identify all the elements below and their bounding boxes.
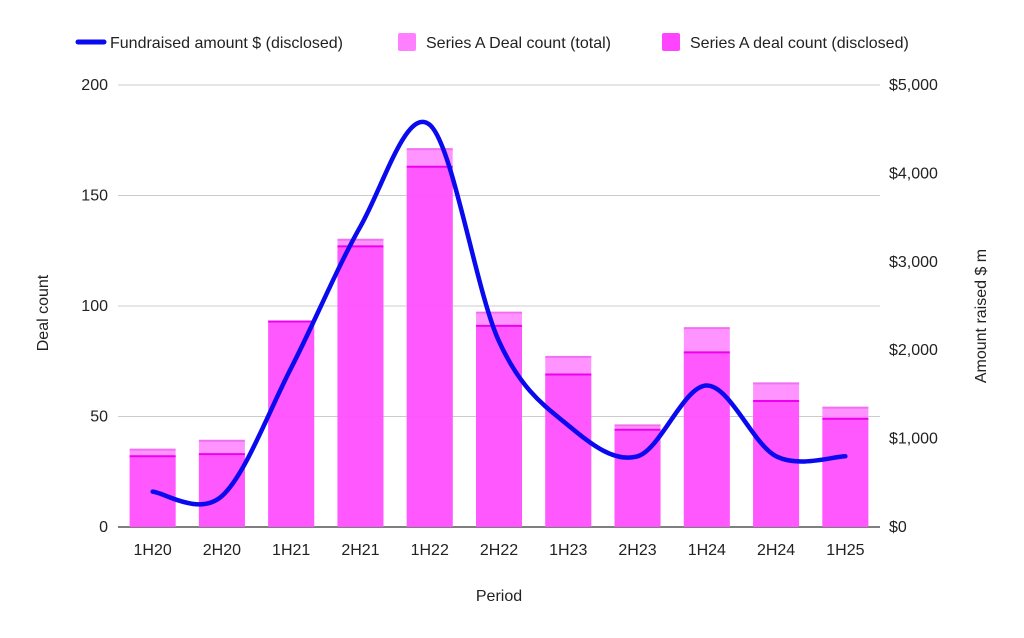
legend-swatch-box: [398, 33, 416, 51]
x-tick-label: 2H20: [203, 542, 241, 559]
bar-disclosed: [545, 374, 592, 527]
x-axis-title: Period: [476, 588, 522, 605]
x-tick-label: 2H22: [480, 542, 518, 559]
axes: 0 50 100 150 200 $0 $1,000 $2,000 $3,000 $4,000 $5…: [81, 77, 938, 559]
y2-tick-label: $4,000: [889, 165, 938, 182]
legend: Fundraised amount $ (disclosed) Series A …: [75, 33, 909, 52]
y-tick-label: 50: [90, 409, 108, 426]
y2-tick-label: $2,000: [889, 342, 938, 359]
x-tick-label: 1H23: [549, 542, 587, 559]
bar-disclosed: [337, 246, 384, 527]
fundraised-line: [150, 119, 848, 507]
x-tick-label: 2H24: [757, 542, 795, 559]
bar-disclosed: [268, 321, 315, 527]
x-tick-label: 2H23: [618, 542, 656, 559]
legend-item: Fundraised amount $ (disclosed): [75, 35, 343, 52]
bar-disclosed: [198, 454, 245, 527]
y2-axis-title: Amount raised $ m: [973, 249, 990, 383]
bar-disclosed: [476, 325, 522, 527]
x-tick-label: 1H24: [688, 542, 726, 559]
legend-item: Series A Deal count (total): [398, 33, 611, 52]
legend-label: Series A Deal count (total): [426, 35, 611, 52]
bar-disclosed: [683, 352, 730, 527]
x-tick-label: 1H22: [411, 542, 449, 559]
x-tick-label: 1H20: [134, 542, 172, 559]
y2-tick-label: $1,000: [889, 431, 938, 448]
y-tick-label: 0: [99, 519, 108, 536]
line-series: [150, 119, 848, 507]
bar-disclosed: [822, 418, 869, 527]
y-tick-label: 200: [81, 77, 108, 94]
x-tick-label: 2H21: [341, 542, 379, 559]
y2-tick-label: $3,000: [889, 254, 938, 271]
y2-tick-label: $0: [889, 519, 907, 536]
x-tick-label: 1H25: [826, 542, 864, 559]
bars: [129, 148, 869, 527]
y-tick-label: 100: [81, 298, 108, 315]
legend-swatch-box: [662, 33, 680, 51]
legend-label: Fundraised amount $ (disclosed): [110, 35, 343, 52]
y-tick-label: 150: [81, 188, 108, 205]
bar-disclosed: [753, 401, 800, 527]
legend-label: Series A deal count (disclosed): [690, 35, 909, 52]
y-axis-title: Deal count: [35, 274, 52, 351]
y2-tick-label: $5,000: [889, 77, 938, 94]
bar-disclosed: [406, 166, 453, 527]
legend-item: Series A deal count (disclosed): [662, 33, 909, 52]
x-tick-label: 1H21: [272, 542, 310, 559]
